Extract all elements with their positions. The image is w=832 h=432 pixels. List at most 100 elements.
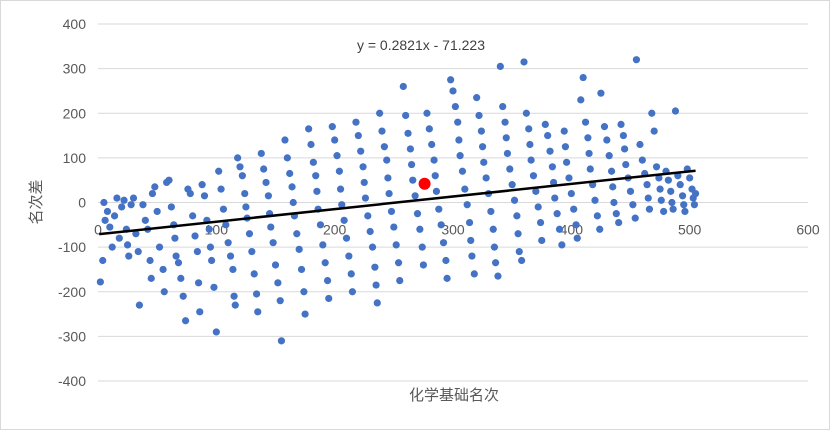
x-axis-title: 化学基础名次 — [409, 386, 499, 404]
data-point — [570, 205, 578, 213]
data-point — [615, 218, 623, 227]
data-point — [496, 62, 504, 70]
data-point — [241, 189, 249, 198]
trendline — [99, 169, 696, 236]
data-point — [336, 185, 345, 193]
data-point — [419, 261, 428, 269]
data-point — [423, 109, 431, 117]
data-point — [125, 252, 133, 260]
data-point — [475, 111, 483, 120]
data-point — [250, 270, 258, 278]
data-point — [607, 167, 616, 175]
data-point — [605, 152, 613, 160]
data-point — [198, 181, 206, 189]
data-point — [165, 176, 173, 184]
data-point — [376, 109, 384, 117]
data-point — [378, 127, 386, 135]
data-point — [667, 187, 675, 195]
data-point — [492, 259, 500, 267]
data-point — [442, 256, 450, 265]
data-point — [224, 239, 232, 247]
data-point — [551, 194, 559, 202]
trendline-equation: y = 0.2821x - 71.223 — [357, 37, 485, 53]
data-point — [404, 129, 412, 137]
data-point — [387, 207, 396, 216]
data-point — [501, 118, 509, 126]
data-point — [380, 143, 388, 151]
data-point — [234, 154, 242, 162]
data-point — [655, 174, 663, 182]
data-point — [230, 292, 238, 300]
data-points — [96, 56, 700, 345]
data-point — [544, 131, 552, 140]
data-point — [458, 167, 467, 175]
data-point — [384, 174, 392, 182]
data-point — [167, 203, 175, 211]
data-point — [584, 134, 592, 142]
data-point — [650, 127, 658, 135]
data-point — [146, 256, 154, 265]
gridlines — [98, 23, 808, 382]
data-point — [669, 205, 677, 213]
y-tick-label: -300 — [58, 328, 86, 344]
data-point — [506, 165, 514, 173]
data-point — [394, 259, 403, 267]
data-point — [396, 276, 404, 285]
data-point — [115, 234, 123, 242]
data-point — [558, 241, 566, 249]
data-point — [565, 174, 573, 182]
data-point — [499, 102, 507, 111]
data-point — [514, 230, 522, 238]
data-point — [451, 102, 459, 111]
data-point — [267, 223, 275, 231]
data-point — [443, 274, 451, 282]
data-point — [490, 243, 499, 251]
data-point — [132, 230, 140, 238]
data-point — [678, 192, 687, 200]
data-point — [242, 203, 250, 211]
data-point — [603, 136, 611, 144]
data-point — [546, 147, 554, 155]
data-point — [106, 223, 114, 231]
data-point — [636, 140, 644, 149]
data-point — [331, 136, 339, 144]
data-point — [664, 176, 672, 184]
data-point — [368, 243, 377, 251]
data-point — [527, 156, 535, 164]
data-point — [435, 205, 443, 213]
data-point — [470, 270, 478, 278]
data-point — [686, 174, 694, 182]
data-point — [632, 56, 641, 64]
data-point — [577, 96, 585, 104]
data-point — [503, 149, 512, 158]
data-point — [360, 178, 368, 187]
data-point — [644, 194, 652, 202]
data-point — [283, 154, 291, 162]
data-point — [260, 165, 268, 173]
data-point — [660, 207, 668, 216]
data-point — [510, 196, 519, 204]
y-tick-label: 0 — [78, 195, 86, 211]
data-point — [489, 225, 497, 233]
data-point — [208, 256, 216, 265]
data-point — [406, 145, 414, 153]
data-point — [399, 82, 407, 91]
data-point — [171, 234, 179, 242]
data-point — [160, 288, 168, 296]
data-point — [425, 125, 433, 133]
data-point — [347, 270, 355, 278]
data-point — [110, 212, 119, 220]
data-point — [561, 143, 570, 151]
data-point — [418, 243, 426, 251]
data-point — [610, 198, 618, 207]
data-point — [612, 210, 620, 218]
data-point — [301, 310, 309, 318]
data-point — [271, 261, 280, 269]
data-point — [196, 308, 204, 316]
data-point — [257, 149, 265, 158]
data-point — [345, 252, 353, 260]
data-point — [383, 156, 391, 164]
data-point — [333, 152, 341, 160]
data-point — [538, 236, 546, 245]
data-point — [409, 176, 417, 184]
